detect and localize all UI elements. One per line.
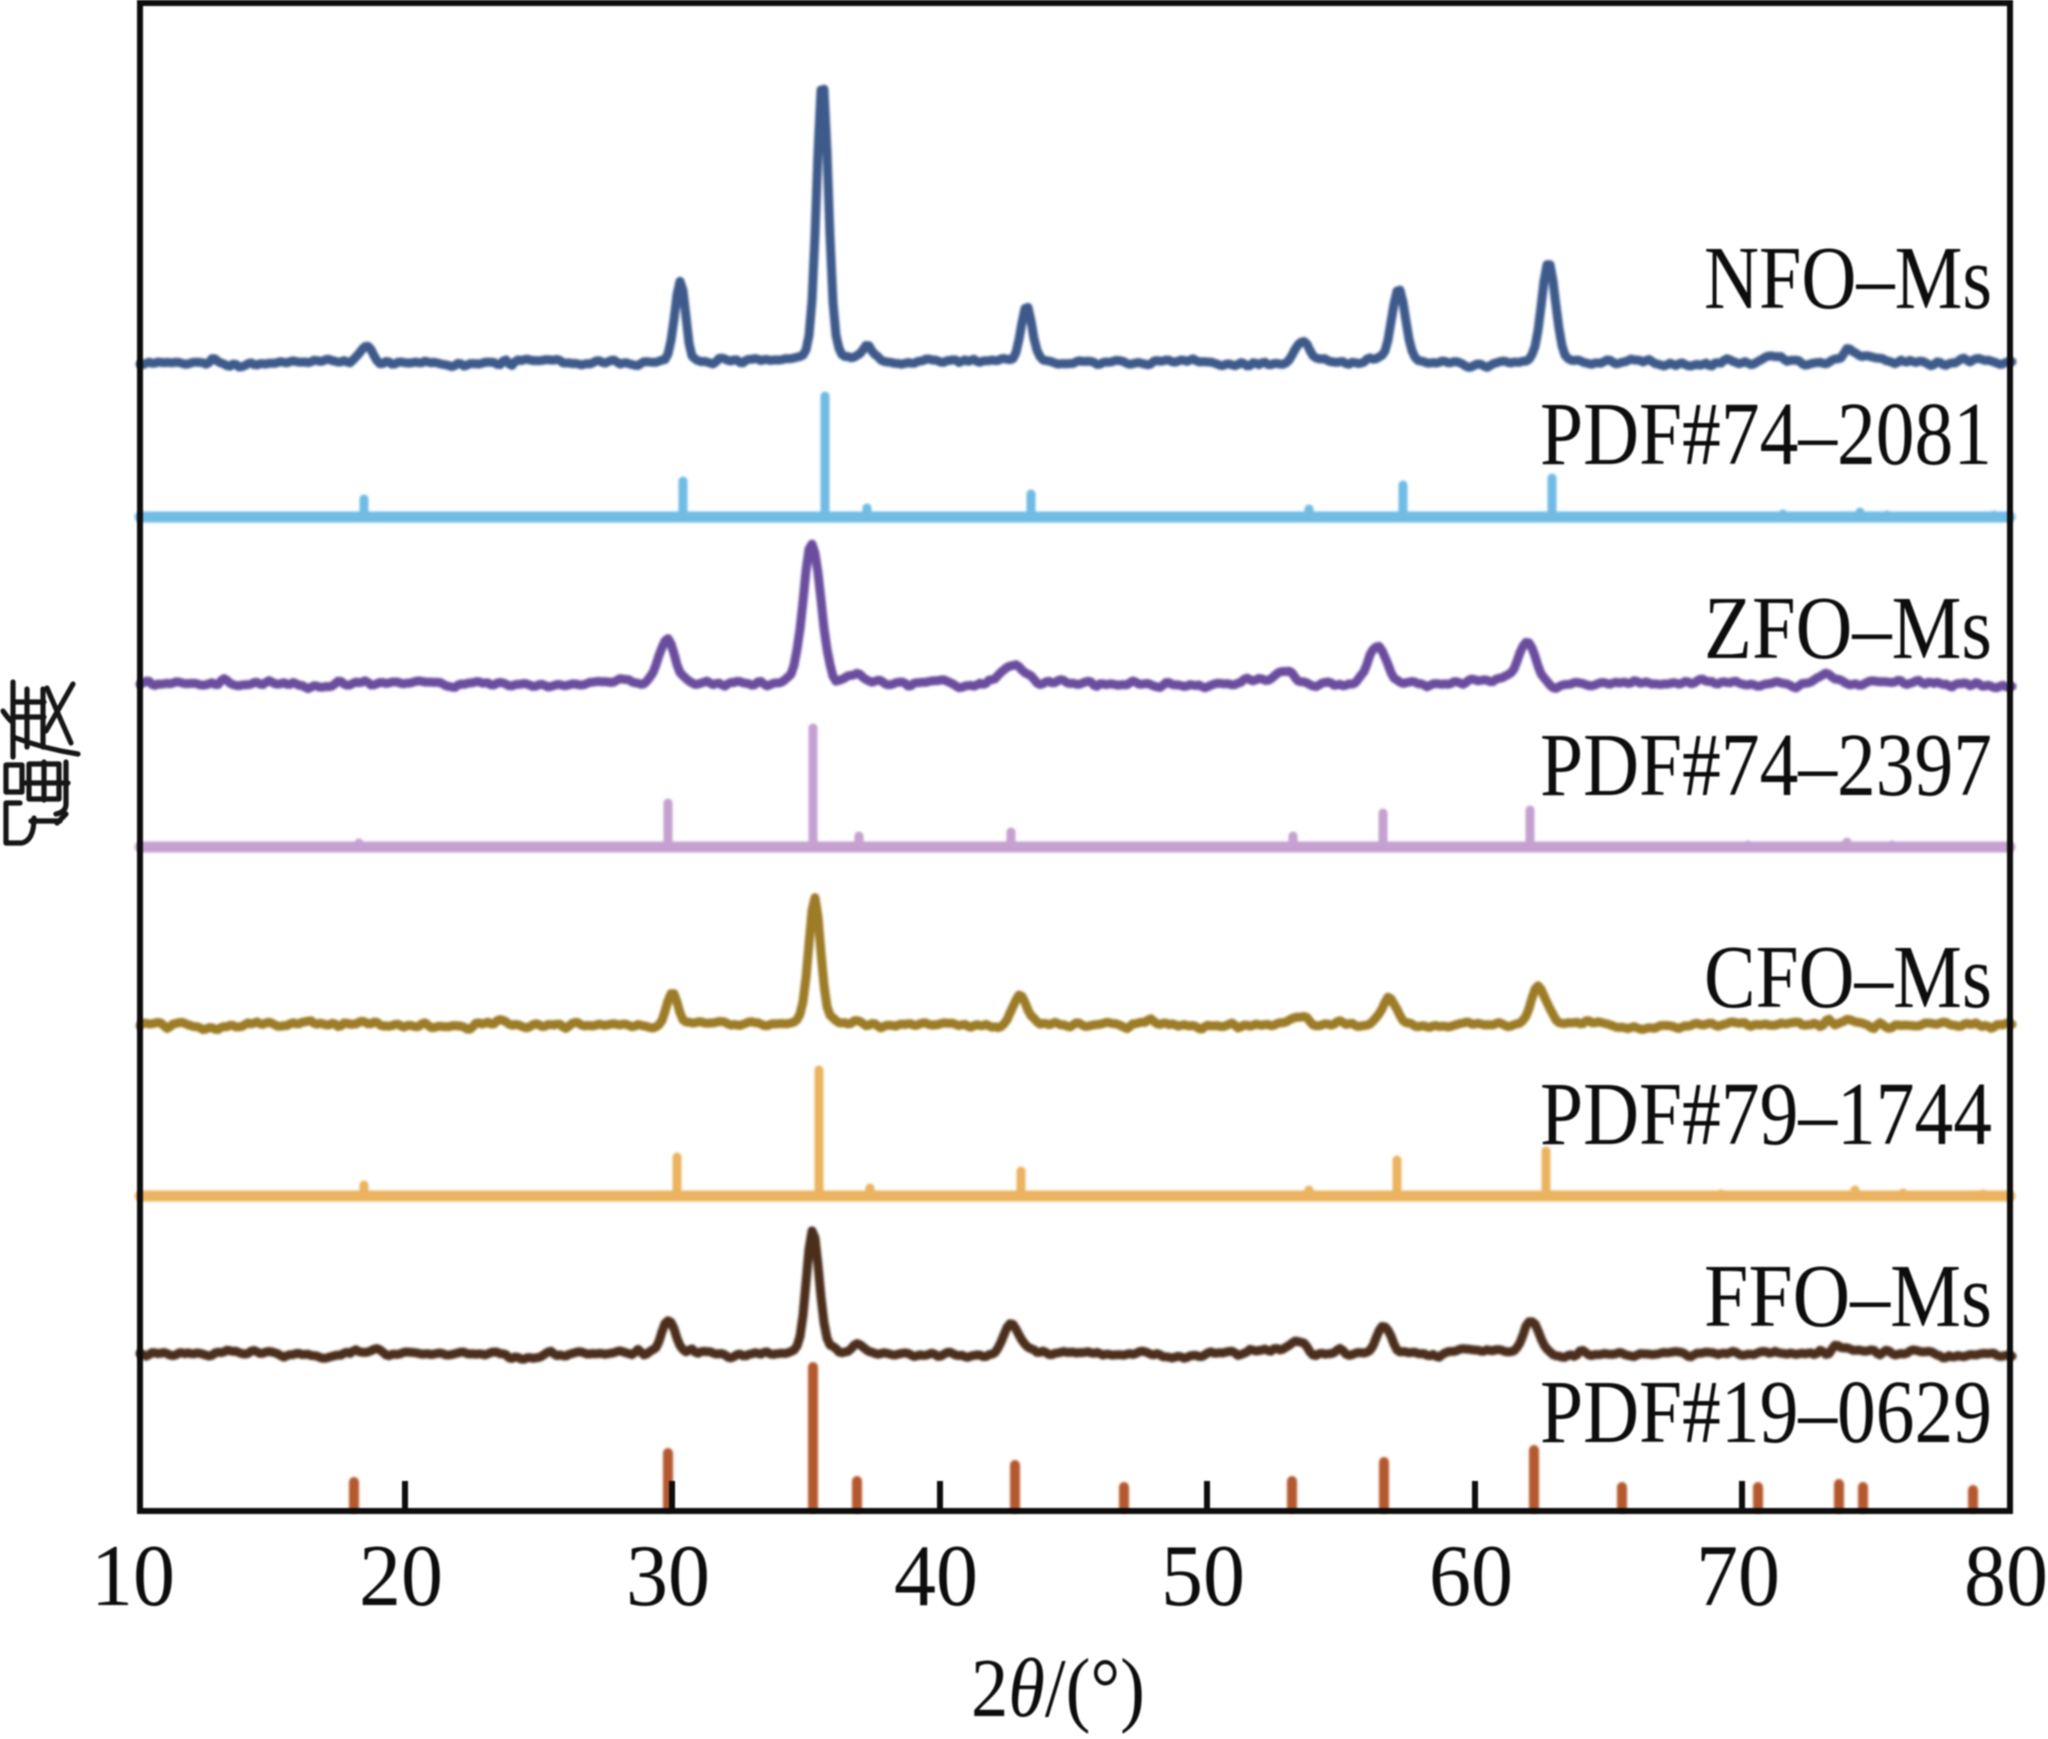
svg-text:PDF#74–2397: PDF#74–2397 [1540, 716, 1992, 815]
svg-text:70: 70 [1696, 1528, 1780, 1625]
svg-text:10: 10 [91, 1528, 175, 1625]
svg-text:50: 50 [1161, 1528, 1245, 1625]
svg-text:40: 40 [894, 1528, 978, 1625]
svg-text:20: 20 [359, 1528, 443, 1625]
svg-text:FFO–Ms: FFO–Ms [1704, 1247, 1992, 1346]
svg-text:30: 30 [626, 1528, 710, 1625]
svg-text:PDF#19–0629: PDF#19–0629 [1540, 1363, 1992, 1462]
svg-text:80: 80 [1964, 1528, 2048, 1625]
svg-text:2θ/(°): 2θ/(°) [971, 1642, 1145, 1734]
svg-text:ZFO–Ms: ZFO–Ms [1704, 579, 1992, 678]
svg-text:PDF#79–1744: PDF#79–1744 [1540, 1065, 1992, 1164]
svg-text:NFO–Ms: NFO–Ms [1704, 229, 1992, 328]
svg-text:CFO–Ms: CFO–Ms [1704, 928, 1992, 1027]
svg-text:PDF#74–2081: PDF#74–2081 [1540, 385, 1992, 484]
svg-text:60: 60 [1429, 1528, 1513, 1625]
